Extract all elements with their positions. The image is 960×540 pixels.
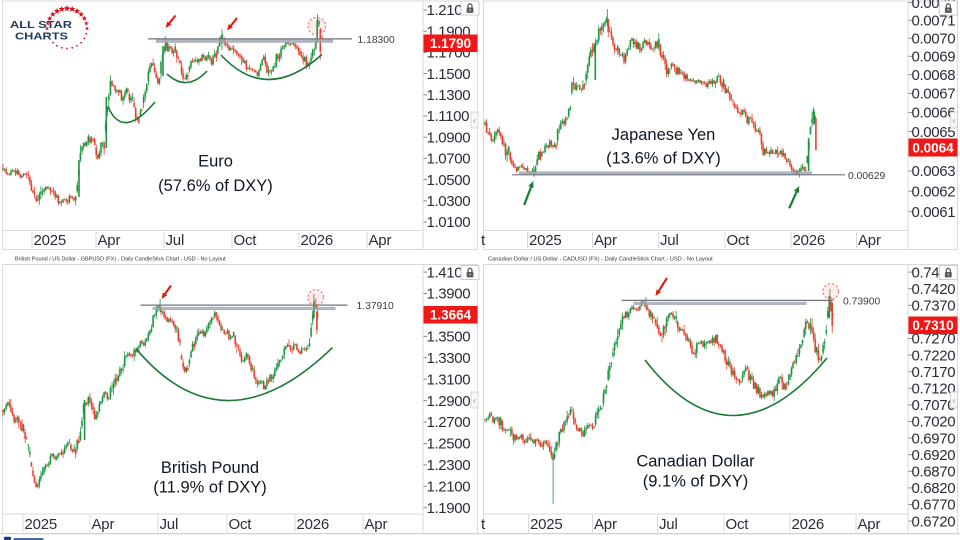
svg-text:0.6920: 0.6920 (912, 447, 956, 464)
svg-text:Apr: Apr (92, 516, 115, 533)
svg-text:2026: 2026 (297, 516, 330, 533)
svg-text:Jul: Jul (166, 232, 185, 249)
svg-text:0.7070: 0.7070 (912, 397, 956, 414)
svg-text:Oct: Oct (727, 232, 751, 249)
svg-text:Apr: Apr (365, 516, 388, 533)
svg-text:2026: 2026 (792, 516, 825, 533)
svg-text:0.0068: 0.0068 (912, 67, 956, 84)
svg-text:British Pound: British Pound (161, 459, 259, 477)
svg-text:Jul: Jul (659, 516, 678, 533)
svg-text:Apr: Apr (369, 232, 392, 249)
svg-text:0.0070: 0.0070 (912, 30, 956, 47)
svg-text:Apr: Apr (98, 232, 121, 249)
svg-text:0.7220: 0.7220 (912, 347, 956, 364)
svg-text:0.7020: 0.7020 (912, 414, 956, 431)
svg-text:0.0063: 0.0063 (912, 163, 956, 180)
svg-text:1.2900: 1.2900 (427, 393, 471, 410)
svg-text:Jul: Jul (660, 232, 679, 249)
svg-text:2026: 2026 (793, 232, 826, 249)
svg-text:1.2700: 1.2700 (427, 414, 471, 431)
svg-text:0.7120: 0.7120 (912, 381, 956, 398)
svg-text:(57.6% of DXY): (57.6% of DXY) (158, 177, 273, 195)
svg-text:Oct: Oct (726, 516, 750, 533)
svg-text:0.6870: 0.6870 (912, 464, 956, 481)
svg-text:Japanese Yen: Japanese Yen (612, 126, 716, 144)
svg-text:Oct: Oct (229, 516, 253, 533)
svg-text:‹: ‹ (473, 116, 476, 125)
svg-text:Apr: Apr (858, 232, 881, 249)
svg-text:0.0066: 0.0066 (912, 105, 956, 122)
svg-text:2025: 2025 (530, 516, 563, 533)
svg-text:1.4100: 1.4100 (427, 264, 471, 281)
svg-text:1.0300: 1.0300 (427, 193, 471, 210)
svg-text:1.0900: 1.0900 (427, 129, 471, 146)
svg-text:1.3500: 1.3500 (427, 329, 471, 346)
svg-text:(13.6% of DXY): (13.6% of DXY) (606, 150, 721, 168)
svg-text:1.3900: 1.3900 (427, 286, 471, 303)
svg-text:1.1790: 1.1790 (430, 36, 471, 51)
svg-text:1.0500: 1.0500 (427, 172, 471, 189)
svg-text:1.18300: 1.18300 (358, 35, 395, 46)
svg-text:2025: 2025 (25, 516, 58, 533)
svg-text:1.2500: 1.2500 (427, 436, 471, 453)
svg-text:CHARTS: CHARTS (15, 31, 68, 43)
svg-text:Apr: Apr (594, 516, 617, 533)
svg-text:1.1300: 1.1300 (427, 87, 471, 104)
svg-text:0.0065: 0.0065 (912, 124, 956, 141)
svg-text:1.3300: 1.3300 (427, 350, 471, 367)
svg-text:‹: ‹ (953, 396, 956, 405)
svg-text:0.7420: 0.7420 (912, 281, 956, 298)
svg-text:Apr: Apr (594, 232, 617, 249)
svg-text:0.6770: 0.6770 (912, 497, 956, 514)
svg-text:1.0100: 1.0100 (427, 214, 471, 231)
svg-text:0.7310: 0.7310 (912, 318, 953, 333)
svg-text:1.1500: 1.1500 (427, 66, 471, 83)
svg-text:0.00629: 0.00629 (848, 171, 885, 182)
svg-text:0.0062: 0.0062 (912, 183, 956, 200)
svg-text:0.6970: 0.6970 (912, 430, 956, 447)
svg-text:0.0072: 0.0072 (912, 0, 956, 12)
svg-text:2025: 2025 (529, 232, 562, 249)
svg-text:0.73900: 0.73900 (843, 296, 880, 307)
svg-text:t: t (481, 516, 486, 533)
svg-text:1.0700: 1.0700 (427, 151, 471, 168)
svg-text:2026: 2026 (301, 232, 334, 249)
svg-text:1.2100: 1.2100 (427, 2, 471, 19)
svg-text:‹: ‹ (953, 116, 956, 125)
svg-text:British Pound / US Dollar - GB: British Pound / US Dollar - GBPUSD (FX) … (15, 257, 226, 263)
svg-text:1.3100: 1.3100 (427, 371, 471, 388)
svg-text:0.6820: 0.6820 (912, 480, 956, 497)
svg-text:0.7170: 0.7170 (912, 364, 956, 381)
svg-text:1.2300: 1.2300 (427, 457, 471, 474)
svg-text:Euro: Euro (198, 153, 233, 171)
svg-text:0.0071: 0.0071 (912, 13, 956, 30)
svg-text:Apr: Apr (858, 516, 881, 533)
svg-text:Jul: Jul (160, 516, 179, 533)
svg-text:(9.1% of DXY): (9.1% of DXY) (643, 473, 748, 491)
svg-text:0.0067: 0.0067 (912, 86, 956, 103)
svg-text:1.37910: 1.37910 (357, 301, 394, 312)
svg-text:0.0069: 0.0069 (912, 49, 956, 66)
svg-text:ALL STAR: ALL STAR (10, 19, 72, 31)
svg-text:Canadian Dollar: Canadian Dollar (636, 453, 755, 471)
svg-text:t: t (481, 232, 486, 249)
svg-text:2025: 2025 (34, 232, 67, 249)
svg-text:0.6720: 0.6720 (912, 513, 956, 530)
svg-text:Oct: Oct (234, 232, 258, 249)
svg-text:Canadian Dollar / US Dollar -: Canadian Dollar / US Dollar - CADUSD (FX… (488, 257, 713, 263)
svg-text:‹: ‹ (473, 396, 476, 405)
svg-text:0.0061: 0.0061 (912, 204, 956, 221)
svg-text:1.1900: 1.1900 (427, 500, 471, 517)
svg-text:1.1100: 1.1100 (427, 108, 470, 125)
svg-text:(11.9% of DXY): (11.9% of DXY) (153, 479, 266, 497)
svg-text:1.2100: 1.2100 (427, 479, 471, 496)
svg-text:0.7270: 0.7270 (912, 331, 956, 348)
svg-text:0.0064: 0.0064 (912, 140, 954, 155)
svg-text:1.3664: 1.3664 (430, 308, 472, 323)
svg-text:0.7370: 0.7370 (912, 298, 956, 315)
